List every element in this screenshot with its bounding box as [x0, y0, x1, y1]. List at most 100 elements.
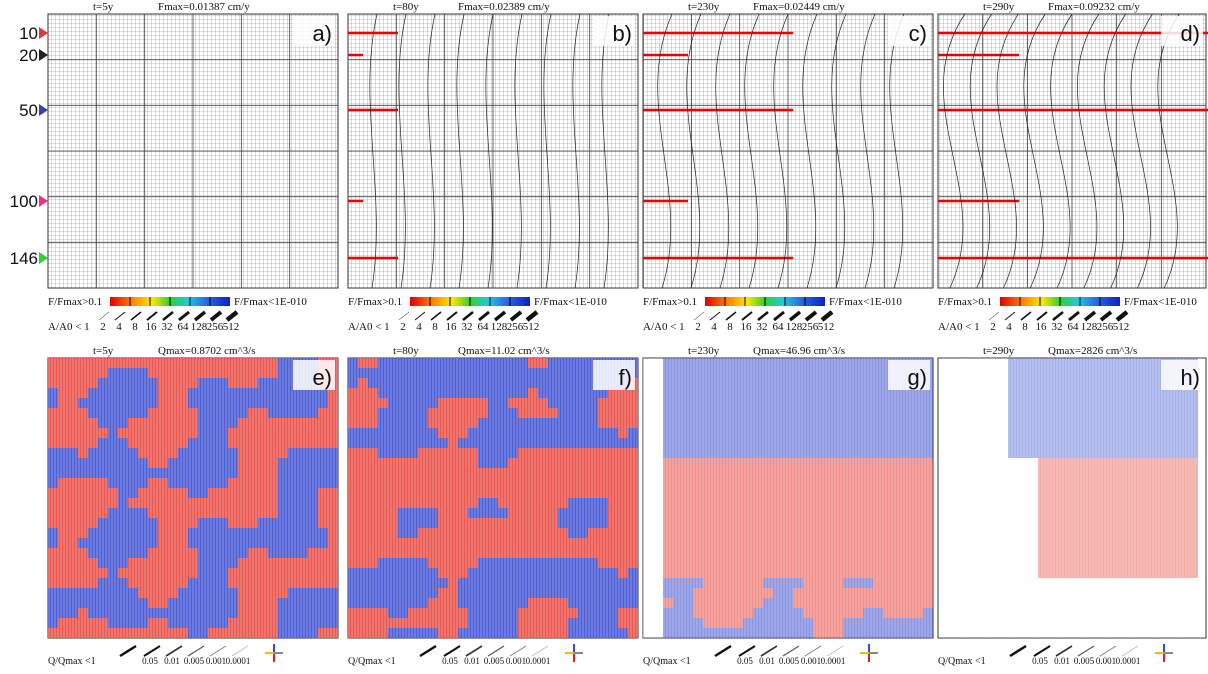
aperture-value: 64: [178, 321, 190, 333]
aperture-glyph: [1004, 311, 1016, 321]
aperture-value: 8: [727, 321, 733, 333]
aperture-value: 8: [132, 321, 138, 333]
marker-label: 20: [19, 46, 38, 65]
contour: [943, 13, 966, 289]
letter-bg: [593, 16, 635, 46]
legend-high: F/Fmax<1E-010: [829, 296, 902, 308]
contour: [1023, 13, 1046, 289]
letter-bg: [1161, 360, 1203, 390]
letter-bg: [888, 360, 930, 390]
panel-title: t=230y: [688, 345, 720, 357]
rate-level: 0.001: [206, 656, 226, 666]
contour: [744, 13, 760, 289]
aperture-glyph: [1036, 311, 1048, 321]
hatch: [48, 358, 338, 638]
aperture-glyph: [788, 310, 802, 322]
aperture-glyph: [988, 311, 1000, 321]
panel-letter: d): [1180, 21, 1200, 46]
aperture-glyph: [178, 310, 190, 322]
panel-title: Qmax=11.02 cm^3/s: [458, 345, 550, 357]
aperture-glyph: [130, 311, 142, 321]
marker-arrow: [39, 252, 48, 264]
letter-bg: [593, 360, 635, 390]
letter-bg: [293, 16, 335, 46]
rate-glyph: [209, 645, 227, 657]
aperture-glyph: [1068, 310, 1080, 322]
aperture-value: 32: [162, 321, 173, 333]
marker-arrow: [39, 27, 48, 39]
contour: [543, 13, 552, 289]
rate-glyph: [1077, 645, 1095, 657]
rate-level: 0.005: [484, 656, 505, 666]
rate-glyph: [231, 645, 249, 657]
rate-glyph: [804, 645, 822, 657]
aperture-value: 32: [757, 321, 768, 333]
aperture-glyph: [509, 310, 523, 322]
aperture-glyph: [398, 311, 410, 321]
rate-glyph: [1033, 645, 1051, 657]
aperture-value: 64: [1068, 321, 1080, 333]
rate-glyph: [487, 645, 505, 657]
panel-letter: g): [907, 365, 927, 390]
contour: [686, 13, 702, 289]
aperture-value: 16: [146, 321, 158, 333]
contour: [831, 13, 847, 289]
aperture-value: 32: [462, 321, 473, 333]
aperture-glyph: [804, 310, 818, 322]
rate-level: 0.001: [801, 656, 821, 666]
rate-level: 0.05: [442, 656, 458, 666]
contour: [369, 13, 378, 289]
panel-letter: b): [612, 21, 632, 46]
contour: [1103, 13, 1126, 289]
rate-level: 0.01: [1054, 656, 1070, 666]
rate-level: 0.001: [506, 656, 526, 666]
aperture-value: 512: [1113, 321, 1130, 333]
rate-level: 0.0001: [821, 656, 846, 666]
aperture-glyph: [162, 311, 174, 321]
legend-low: F/Fmax>0.1: [48, 296, 102, 308]
aperture-glyph: [1052, 311, 1064, 321]
rate-glyph: [531, 645, 549, 657]
rate-glyph: [1009, 644, 1027, 658]
aperture-glyph: [1020, 311, 1032, 321]
aperture-value: 128: [191, 321, 208, 333]
aperture-glyph: [741, 311, 753, 321]
rate-glyph: [714, 644, 732, 658]
aperture-glyph: [98, 311, 110, 321]
rate-level: 0.05: [142, 656, 158, 666]
legend-low: F/Fmax>0.1: [643, 296, 697, 308]
aperture-glyph: [193, 310, 207, 322]
marker-label: 10: [19, 24, 38, 43]
aperture-glyph: [430, 311, 442, 321]
legend-high: F/Fmax<1E-010: [1124, 296, 1197, 308]
hatch: [643, 358, 933, 638]
contour: [860, 13, 876, 289]
rate-glyph: [443, 645, 461, 657]
aperture-value: 4: [416, 321, 422, 333]
rate-glyph: [465, 645, 483, 657]
aperture-glyph: [820, 310, 834, 322]
rate-glyph: [782, 645, 800, 657]
rate-glyph: [826, 645, 844, 657]
aperture-value: 64: [773, 321, 785, 333]
panel-letter: a): [312, 21, 332, 46]
contour: [773, 13, 789, 289]
contour: [572, 13, 581, 289]
panel-title: t=80y: [393, 1, 419, 13]
rate-level: 0.05: [1032, 656, 1048, 666]
aperture-value: 256: [1097, 321, 1114, 333]
aperture-value: 8: [1022, 321, 1028, 333]
aperture-value: 64: [478, 321, 490, 333]
contour: [996, 13, 1019, 289]
aperture-value: 256: [802, 321, 819, 333]
rate-glyph: [187, 645, 205, 657]
contour: [398, 13, 407, 289]
aperture-value: 128: [786, 321, 803, 333]
panel-letter: h): [1180, 365, 1200, 390]
contour: [514, 13, 523, 289]
aperture-glyph: [414, 311, 426, 321]
aperture-value: 128: [1081, 321, 1098, 333]
aperture-glyph: [209, 310, 223, 322]
aperture-glyph: [525, 310, 539, 322]
